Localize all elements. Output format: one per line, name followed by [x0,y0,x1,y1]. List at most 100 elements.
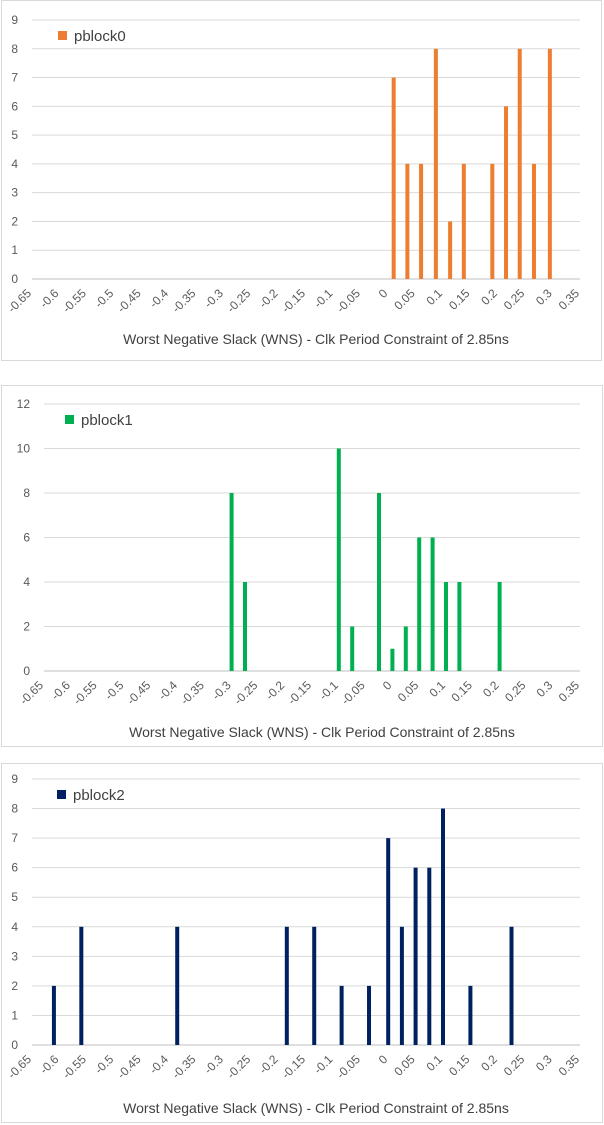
x-tick-label: 0.3 [533,286,555,308]
bar [284,926,289,1045]
bar [339,985,344,1045]
x-tick-label: 0.25 [501,1052,528,1079]
x-tick-label: -0.65 [5,286,34,315]
x-tick-label: -0.1 [316,678,341,703]
x-tick-label: 0.25 [501,286,528,313]
bar [336,448,341,671]
bar [430,537,435,671]
x-tick-label: -0.55 [70,678,99,707]
x-tick-label: 0.15 [446,286,473,313]
x-tick-label: -0.1 [311,1052,336,1077]
y-tick-label: 8 [11,42,18,56]
x-tick-label: 0 [376,286,391,301]
bar [367,985,372,1045]
bar [461,163,466,279]
x-tick-label: -0.55 [60,286,89,315]
x-tick-label: -0.05 [334,1052,363,1081]
bar [312,926,317,1045]
bar [457,582,462,671]
y-tick-label: 0 [11,1038,18,1052]
x-tick-label: -0.3 [201,1052,226,1077]
y-tick-label: 6 [23,531,30,545]
x-tick-label: 0.35 [556,1052,583,1079]
bar [403,626,408,671]
x-tick-label: -0.05 [334,286,363,315]
y-tick-label: 10 [17,442,31,456]
y-tick-label: 8 [11,802,18,816]
x-tick-label: 0.3 [534,678,556,700]
x-tick-label: 0.05 [391,286,418,313]
bar [350,626,355,671]
x-tick-label: -0.2 [256,286,281,311]
bar [468,985,473,1045]
x-tick-label: -0.65 [17,678,46,707]
bar [386,838,391,1045]
x-tick-label: -0.35 [169,1052,198,1081]
bar [51,985,56,1045]
y-tick-label: 6 [11,861,18,875]
bar [497,582,502,671]
x-tick-label: -0.2 [263,678,288,703]
x-tick-label: 0.3 [533,1052,555,1074]
bar [405,163,410,279]
y-tick-label: 7 [11,71,18,85]
x-tick-label: -0.05 [338,678,367,707]
bar [243,582,247,671]
y-tick-label: 9 [11,772,18,786]
y-tick-label: 2 [11,979,18,993]
y-tick-label: 3 [11,186,18,200]
legend-label: pblock2 [73,787,125,804]
bar [413,867,418,1045]
y-tick-label: 12 [17,397,31,411]
x-tick-label: -0.5 [92,286,117,311]
legend-swatch [58,31,67,40]
chart-panel-pblock1: 0 2 4 6 8 10 12 -0.65 -0.6 -0.55 -0.5 -0.45 -0.4 -0.3… [1,385,603,747]
x-tick-label: -0.25 [224,1052,253,1081]
x-tick-label: -0.6 [37,1052,62,1077]
x-tick-label: 0.2 [478,1052,500,1074]
x-tick-label: 0.15 [446,1052,473,1079]
y-tick-label: 2 [23,620,30,634]
x-axis-title: Worst Negative Slack (WNS) - Clk Period … [129,724,515,740]
chart-panel-pblock2: 0 1 2 3 4 5 6 7 8 9 -0.65 -0.6 -0.55 -0.5 -0.45 -0.4 -0.… [1,763,603,1123]
x-tick-label: 0.2 [478,286,500,308]
x-tick-label: -0.6 [48,678,73,703]
x-tick-label: 0.1 [426,678,448,700]
x-tick-label: 0.25 [502,678,529,705]
y-tick-label: 4 [23,575,30,589]
bar [175,926,180,1045]
y-tick-label: 3 [11,949,18,963]
x-tick-label: 0.05 [395,678,422,705]
x-tick-label: 0.2 [480,678,502,700]
x-tick-label: -0.4 [156,678,181,703]
x-tick-label: -0.6 [37,286,62,311]
x-tick-label: 0 [380,678,395,693]
x-tick-label: 0.1 [423,1052,445,1074]
x-tick-label: -0.15 [285,678,314,707]
x-tick-label: -0.4 [147,286,172,311]
bar [399,926,404,1045]
x-tick-label: -0.25 [224,286,253,315]
x-tick-label: 0.35 [556,286,583,313]
bar [444,582,448,671]
y-tick-label: 6 [11,99,18,113]
x-tick-label: -0.3 [201,286,226,311]
bar [504,106,509,279]
x-tick-label: -0.35 [178,678,207,707]
x-tick-label: -0.15 [279,1052,308,1081]
x-axis-title: Worst Negative Slack (WNS) - Clk Period … [123,1100,509,1116]
legend-label: pblock1 [81,412,133,429]
bar [509,926,514,1045]
x-tick-label: -0.45 [124,678,153,707]
y-tick-label: 9 [11,13,18,27]
bar [419,163,424,279]
bar [517,48,522,280]
x-tick-label: 0 [376,1052,391,1067]
bar [427,867,432,1045]
x-tick-label: -0.1 [311,286,336,311]
x-tick-label: -0.45 [114,1052,143,1081]
x-tick-label: -0.3 [209,678,234,703]
bar [377,493,381,671]
